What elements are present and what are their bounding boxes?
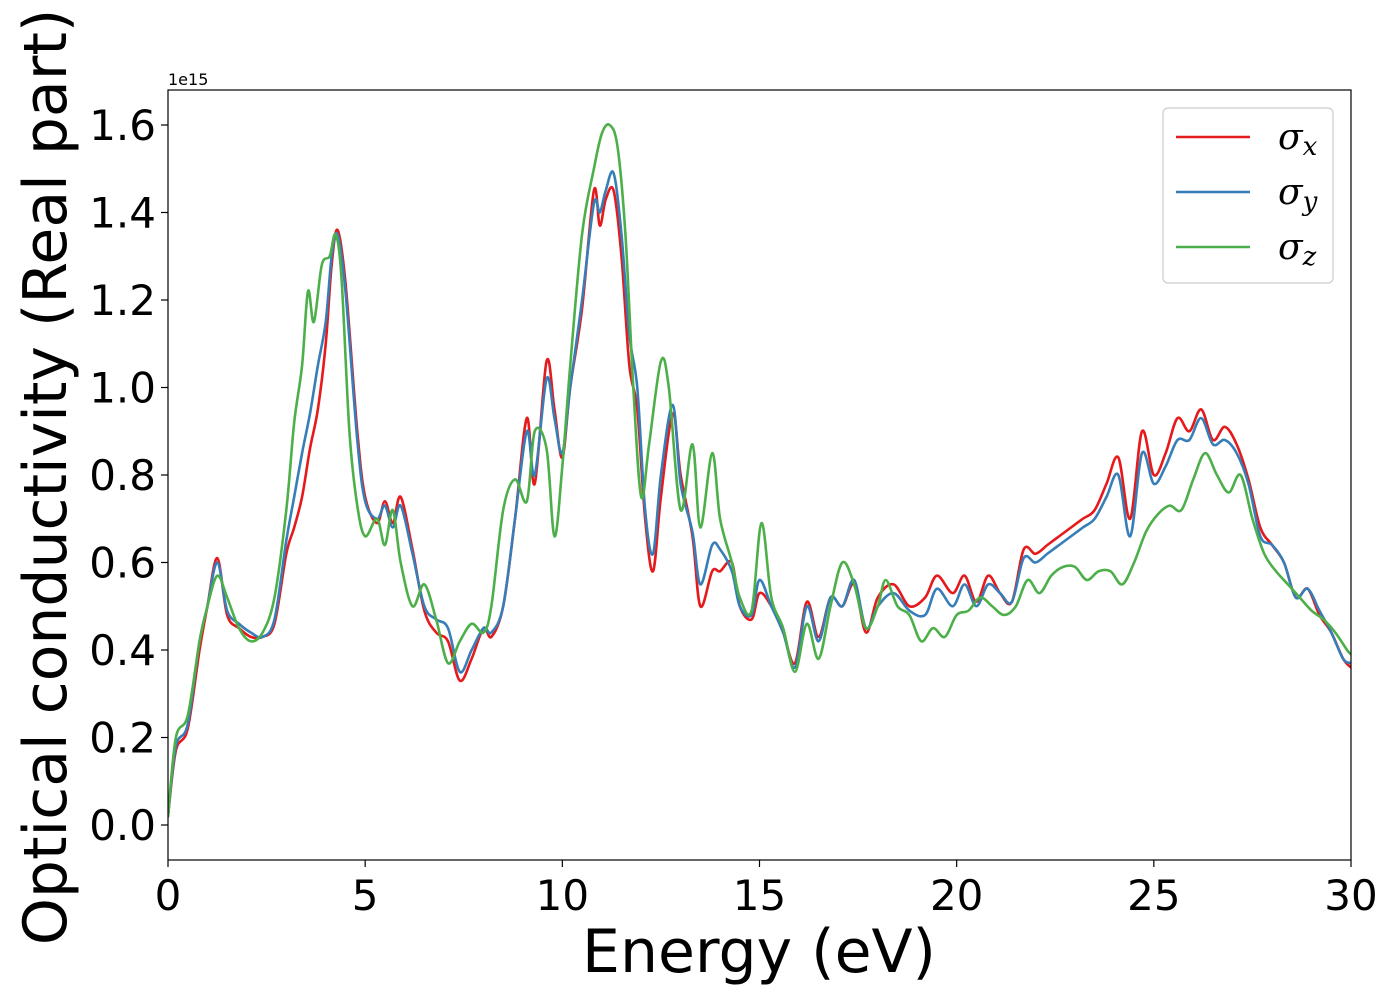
series-line-z	[168, 123, 1351, 818]
y-tick-label: 0.8	[89, 451, 156, 500]
x-tick-label: 15	[733, 871, 786, 920]
y-tick-label: 1.6	[89, 101, 156, 150]
y-offset-label: 1e15	[168, 70, 208, 89]
legend-label-x: σx	[1278, 117, 1318, 162]
plot-area	[168, 123, 1351, 818]
legend-label-y: σy	[1278, 172, 1318, 217]
y-tick-label: 1.4	[89, 189, 156, 238]
y-tick-label: 0.0	[89, 801, 156, 850]
legend-label-z: σz	[1278, 227, 1317, 272]
y-axis-label: Optical conductivity (Real part)	[11, 9, 81, 946]
x-tick-label: 20	[930, 871, 983, 920]
y-tick-label: 1.2	[89, 276, 156, 325]
series-line-y	[168, 170, 1351, 818]
legend-box	[1162, 107, 1334, 284]
legend: σx σy σz	[1162, 107, 1334, 284]
y-tick-label: 1.0	[89, 364, 156, 413]
y-tick-label: 0.6	[89, 539, 156, 588]
x-tick-label: 0	[155, 871, 182, 920]
y-tick-label: 0.2	[89, 714, 156, 763]
x-tick-label: 30	[1324, 871, 1377, 920]
x-tick-label: 5	[352, 871, 379, 920]
x-axis-label: Energy (eV)	[582, 917, 936, 987]
x-tick-label: 10	[536, 871, 589, 920]
ticks: 0 5 10 15 20 25 30 0.0 0.2 0.4 0.6 0.8 1.0 1.2 1.4 1.6	[89, 101, 1378, 920]
x-tick-label: 25	[1127, 871, 1180, 920]
y-tick-label: 0.4	[89, 626, 156, 675]
